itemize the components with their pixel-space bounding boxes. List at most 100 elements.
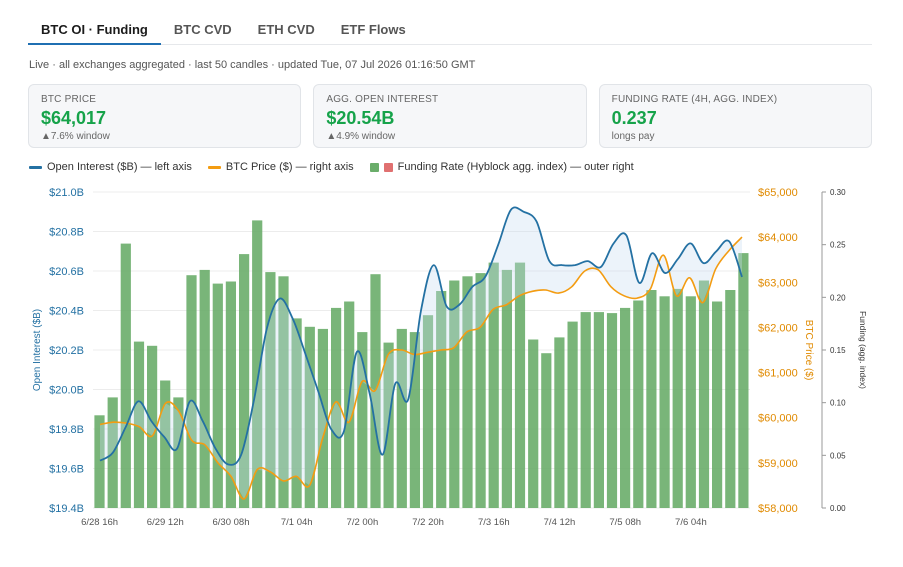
y-right-tick-label: $58,000 <box>758 503 798 515</box>
card-value: $20.54B <box>326 108 395 128</box>
funding-bar <box>593 312 604 508</box>
funding-bar <box>317 328 328 508</box>
legend-label-oi: Open Interest ($B) — left axis <box>47 161 192 173</box>
funding-bar <box>580 312 591 508</box>
card-sub: longs pay <box>611 131 655 142</box>
legend-item-funding[interactable]: Funding Rate (Hyblock agg. index) — oute… <box>369 161 634 173</box>
funding-bar <box>567 321 578 508</box>
legend-label-price: BTC Price ($) — right axis <box>225 161 354 173</box>
y-right-tick-label: $65,000 <box>758 187 798 199</box>
legend-label-funding: Funding Rate (Hyblock agg. index) — oute… <box>397 161 634 173</box>
funding-positive-swatch <box>369 162 379 172</box>
card-value: 0.237 <box>611 108 657 128</box>
y-outer-tick-label: 0.10 <box>830 399 846 408</box>
series-lines <box>99 206 743 500</box>
y-left-tick-label: $21.0B <box>49 187 84 199</box>
x-tick-label: 6/30 08h <box>213 517 250 528</box>
funding-bar <box>304 326 315 508</box>
funding-bar <box>725 290 736 508</box>
tab-eth-cvd[interactable]: ETH CVD <box>257 22 315 37</box>
y-left-tick-label: $19.6B <box>49 464 84 476</box>
card-label: AGG. OPEN INTEREST <box>326 94 439 105</box>
y-left-tick-label: $19.8B <box>49 424 84 436</box>
stat-cards: BTC PRICE $64,017 ▲7.6% window AGG. OPEN… <box>28 84 872 148</box>
x-tick-label: 7/2 20h <box>412 517 444 528</box>
y-right-tick-label: $62,000 <box>758 322 798 334</box>
funding-bar <box>278 276 289 508</box>
legend-item-price[interactable]: BTC Price ($) — right axis <box>207 161 354 173</box>
x-tick-label: 6/29 12h <box>147 517 184 528</box>
funding-bar <box>133 341 145 508</box>
funding-bar <box>501 269 512 508</box>
chart-legend: Open Interest ($B) — left axis BTC Price… <box>29 161 634 173</box>
funding-negative-swatch <box>383 162 393 172</box>
funding-bar <box>422 315 434 508</box>
funding-rate-card: FUNDING RATE (4H, AGG. INDEX) 0.237 long… <box>598 84 872 148</box>
y-outer-tick-label: 0.20 <box>830 293 846 302</box>
funding-bar <box>396 328 407 508</box>
funding-bar <box>225 281 236 508</box>
y-left-tick-label: $20.6B <box>49 266 84 278</box>
y-left-tick-label: $20.4B <box>49 306 84 318</box>
funding-bar <box>94 415 105 508</box>
legend-item-oi[interactable]: Open Interest ($B) — left axis <box>29 161 192 173</box>
funding-bar <box>291 318 302 508</box>
funding-bar <box>147 345 158 508</box>
tab-btc-cvd[interactable]: BTC CVD <box>173 22 232 37</box>
y-right-tick-label: $64,000 <box>758 232 798 244</box>
card-value: $64,017 <box>41 108 107 128</box>
funding-bar <box>252 220 263 508</box>
axes: $19.4B $19.6B $19.8B $20.0B $20.2B $20.4B $20.… <box>32 187 868 528</box>
x-tick-label: 7/5 08h <box>609 517 641 528</box>
x-tick-label: 7/1 04h <box>281 517 313 528</box>
funding-bar <box>528 339 539 508</box>
funding-bar <box>462 276 473 508</box>
y-outer-tick-label: 0.05 <box>830 451 846 460</box>
y-outer-tick-label: 0.25 <box>830 241 846 250</box>
funding-bar <box>186 275 197 508</box>
tab-bar: BTC OI · Funding BTC CVD ETH CVD ETF Flo… <box>28 14 872 45</box>
funding-bar <box>475 273 486 508</box>
funding-bar <box>173 397 184 508</box>
y-right-tick-label: $63,000 <box>758 277 798 289</box>
funding-bar <box>265 272 276 508</box>
y-right-tick-label: $59,000 <box>758 458 798 470</box>
y-left-tick-label: $20.8B <box>49 227 84 239</box>
funding-bar <box>672 288 683 508</box>
btc-price-line <box>99 236 743 500</box>
funding-bar <box>659 296 670 508</box>
open-interest-card: AGG. OPEN INTEREST $20.54B ▲4.9% window <box>313 84 587 148</box>
funding-bar <box>554 337 565 508</box>
funding-bar <box>488 262 499 508</box>
y-outer-tick-label: 0.30 <box>830 188 846 197</box>
funding-bar <box>449 280 460 508</box>
x-tick-label: 7/3 16h <box>478 517 510 528</box>
funding-bar <box>646 290 657 508</box>
price-line-swatch <box>207 165 221 169</box>
y-left-tick-label: $20.0B <box>49 385 84 397</box>
x-tick-label: 7/4 12h <box>544 517 576 528</box>
tab-etf-flows[interactable]: ETF Flows <box>340 22 406 37</box>
y-outer-tick-label: 0.15 <box>830 346 846 355</box>
y-left-tick-label: $20.2B <box>49 345 84 357</box>
funding-bar <box>160 380 171 508</box>
y-right-axis-title: BTC Price ($) <box>803 320 814 381</box>
funding-bar <box>409 332 420 508</box>
funding-bar <box>357 332 368 508</box>
tab-btc-oi-funding[interactable]: BTC OI · Funding <box>28 14 161 45</box>
open-interest-line <box>99 206 743 466</box>
funding-bar <box>685 296 696 508</box>
btc-price-card: BTC PRICE $64,017 ▲7.6% window <box>28 84 302 148</box>
funding-bar <box>633 300 644 508</box>
funding-bar <box>120 243 131 508</box>
y-right-tick-label: $61,000 <box>758 368 798 380</box>
funding-bars <box>94 220 749 508</box>
funding-bar <box>712 301 723 508</box>
y-left-axis-title: Open Interest ($B) <box>32 309 43 391</box>
oi-line-swatch <box>29 165 42 169</box>
y-outer-tick-label: 0.00 <box>830 504 846 513</box>
card-label: FUNDING RATE (4H, AGG. INDEX) <box>611 94 778 105</box>
card-sub: ▲4.9% window <box>326 131 396 142</box>
funding-bar <box>541 353 552 508</box>
funding-bar <box>239 254 250 508</box>
